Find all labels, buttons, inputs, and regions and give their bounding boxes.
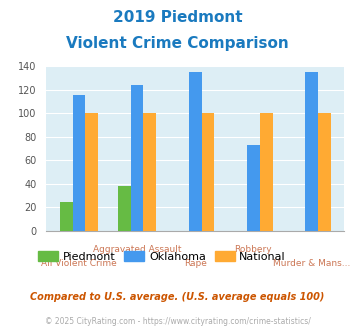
Text: Aggravated Assault: Aggravated Assault: [93, 245, 181, 254]
Bar: [131, 85, 143, 231]
Text: Rape: Rape: [184, 259, 207, 268]
Text: Compared to U.S. average. (U.S. average equals 100): Compared to U.S. average. (U.S. average …: [30, 292, 325, 302]
Bar: [305, 72, 318, 231]
Bar: [260, 113, 273, 231]
Legend: Piedmont, Oklahoma, National: Piedmont, Oklahoma, National: [34, 247, 290, 266]
Bar: [318, 113, 331, 231]
Text: Robbery: Robbery: [235, 245, 272, 254]
Bar: [247, 145, 260, 231]
Bar: [202, 113, 214, 231]
Text: Violent Crime Comparison: Violent Crime Comparison: [66, 36, 289, 51]
Bar: [85, 113, 98, 231]
Text: © 2025 CityRating.com - https://www.cityrating.com/crime-statistics/: © 2025 CityRating.com - https://www.city…: [45, 317, 310, 326]
Text: All Violent Crime: All Violent Crime: [41, 259, 117, 268]
Bar: [189, 72, 202, 231]
Bar: [60, 202, 72, 231]
Text: 2019 Piedmont: 2019 Piedmont: [113, 10, 242, 25]
Bar: [143, 113, 156, 231]
Bar: [118, 186, 131, 231]
Text: Murder & Mans...: Murder & Mans...: [273, 259, 350, 268]
Bar: [72, 95, 85, 231]
